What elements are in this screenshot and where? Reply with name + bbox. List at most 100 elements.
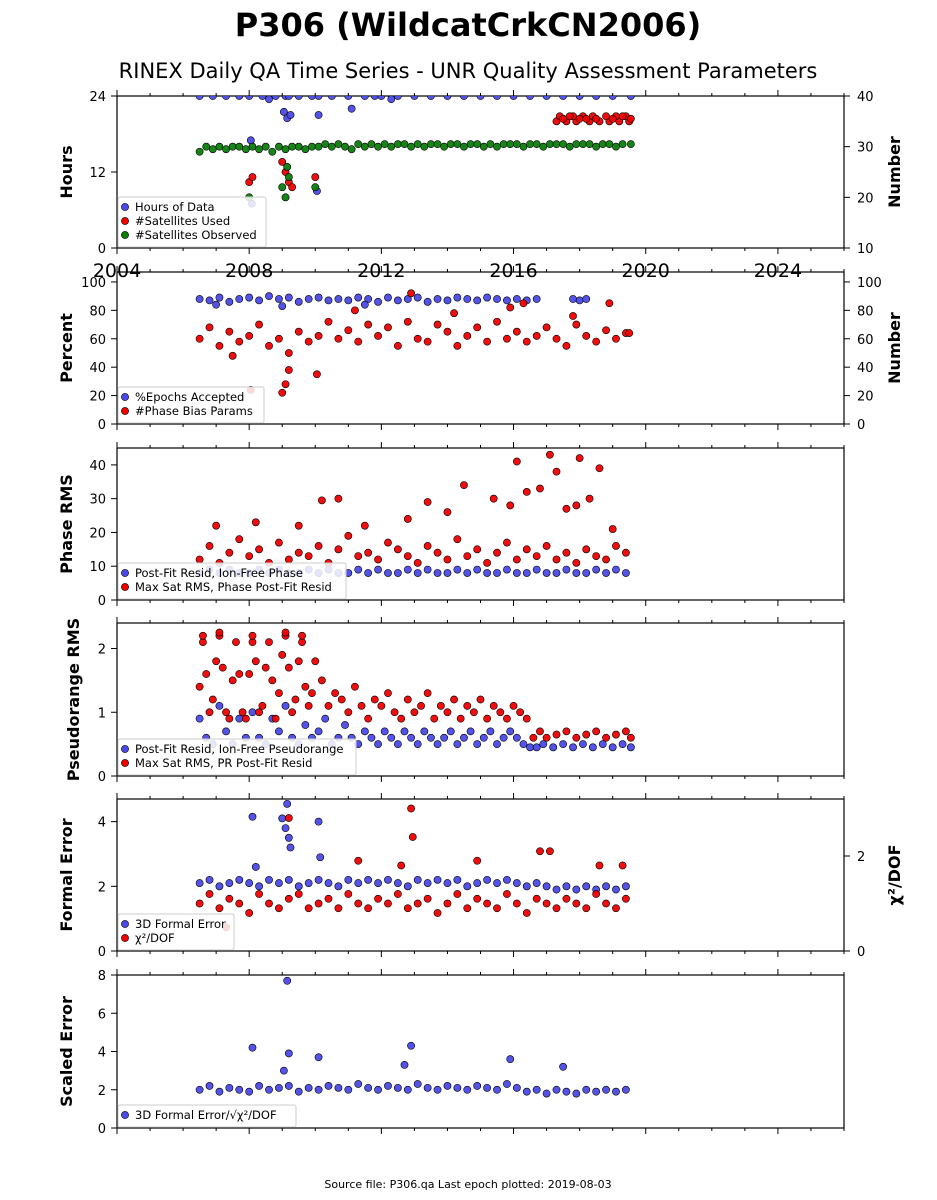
point-blue — [258, 96, 267, 100]
point-red — [612, 334, 620, 343]
point-red — [304, 701, 313, 710]
point-red — [334, 904, 343, 913]
point-blue — [212, 300, 221, 309]
point-blue — [294, 297, 303, 306]
point-red — [626, 733, 635, 742]
point-red — [529, 733, 538, 742]
point-blue — [579, 740, 587, 749]
point-red — [522, 337, 531, 346]
y-tick-label: 100 — [81, 276, 106, 291]
point-green — [545, 140, 554, 149]
point-green — [380, 140, 389, 149]
point-blue — [278, 814, 287, 823]
point-red — [374, 332, 382, 340]
point-green — [526, 140, 534, 149]
point-red — [532, 332, 541, 340]
point-blue — [522, 1087, 531, 1096]
point-blue — [503, 875, 511, 884]
point-blue — [360, 300, 369, 309]
point-blue — [324, 879, 333, 887]
point-green — [453, 140, 462, 149]
point-blue — [364, 295, 373, 303]
point-blue — [235, 714, 244, 723]
point-blue — [281, 701, 290, 710]
point-blue — [552, 569, 561, 577]
point-blue — [526, 96, 534, 100]
point-red — [275, 538, 283, 547]
point-blue — [608, 96, 617, 100]
point-red — [503, 334, 511, 343]
point-blue — [453, 1083, 462, 1092]
point-red — [225, 894, 234, 903]
point-green — [532, 140, 541, 149]
point-blue — [304, 879, 313, 887]
point-red — [251, 518, 260, 527]
point-green — [334, 140, 343, 149]
point-red — [205, 708, 214, 717]
point-red — [473, 545, 482, 554]
point-blue — [427, 96, 435, 100]
point-blue — [453, 293, 462, 302]
point-red — [602, 733, 610, 742]
point-red — [453, 535, 462, 544]
point-red — [397, 714, 406, 723]
point-red — [344, 531, 353, 540]
point-green — [446, 140, 455, 149]
legend-label: #Phase Bias Params — [135, 404, 253, 418]
point-blue — [532, 743, 541, 752]
point-blue — [275, 1083, 283, 1092]
point-green — [275, 142, 283, 151]
point-red — [618, 112, 627, 121]
point-red — [618, 861, 627, 870]
point-blue — [314, 727, 323, 736]
point-blue — [255, 882, 263, 891]
point-red — [354, 337, 363, 346]
point-red — [456, 714, 465, 723]
point-red — [235, 670, 244, 678]
point-blue — [367, 733, 376, 742]
point-red — [360, 521, 369, 530]
point-blue — [592, 96, 601, 100]
point-red — [506, 303, 515, 312]
panel-3: 0 10 20 30 40 Phase RMS Post-Fit Resid, Ion-Fr… — [57, 442, 845, 609]
point-blue — [622, 1085, 630, 1094]
point-red — [212, 657, 221, 666]
point-blue — [572, 1089, 581, 1098]
point-blue — [248, 1043, 257, 1052]
point-red — [245, 909, 254, 917]
point-blue — [205, 875, 214, 884]
point-red — [602, 555, 610, 564]
point-green — [308, 142, 316, 151]
point-green — [460, 142, 468, 151]
point-blue — [509, 96, 518, 100]
point-blue — [324, 1082, 333, 1090]
point-red — [582, 904, 591, 913]
point-red — [483, 899, 492, 908]
legend-label: #Satellites Used — [135, 214, 230, 228]
point-blue — [512, 295, 521, 303]
point-red — [602, 112, 610, 121]
y2-axis-label: Number — [885, 312, 904, 384]
point-blue — [314, 96, 323, 100]
point-red — [265, 899, 273, 908]
point-blue — [195, 714, 204, 723]
point-red — [565, 112, 574, 121]
point-red — [364, 548, 373, 557]
point-red — [552, 467, 561, 476]
point-blue — [473, 740, 482, 749]
point-blue — [255, 296, 263, 305]
point-red — [291, 695, 300, 704]
point-blue — [532, 565, 541, 574]
legend-marker — [121, 934, 129, 942]
point-blue — [400, 727, 409, 736]
point-red — [552, 730, 561, 739]
point-red — [232, 638, 240, 647]
point-red — [625, 329, 634, 337]
point-blue — [559, 740, 568, 749]
point-blue — [559, 1062, 568, 1071]
point-red — [314, 899, 323, 908]
point-red — [245, 552, 254, 560]
point-red — [199, 631, 207, 640]
point-red — [605, 299, 614, 308]
point-blue — [463, 569, 472, 577]
